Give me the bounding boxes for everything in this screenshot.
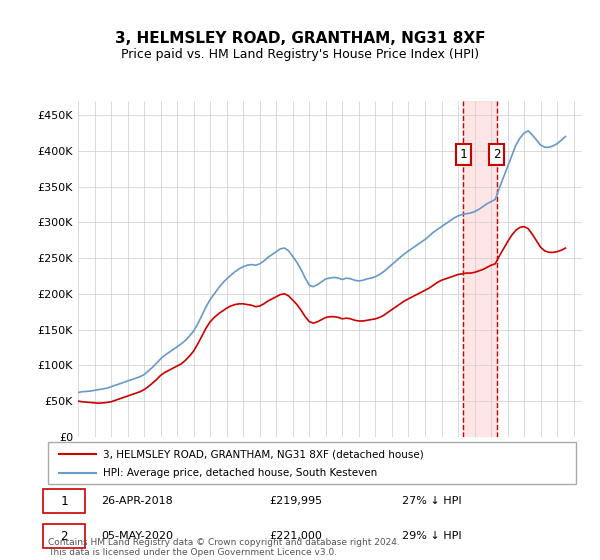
Text: 1: 1 xyxy=(460,148,467,161)
Text: £221,000: £221,000 xyxy=(270,531,323,542)
FancyBboxPatch shape xyxy=(48,442,576,484)
Text: Contains HM Land Registry data © Crown copyright and database right 2024.
This d: Contains HM Land Registry data © Crown c… xyxy=(48,538,400,557)
FancyBboxPatch shape xyxy=(43,524,85,548)
Text: 2: 2 xyxy=(493,148,500,161)
Text: 2: 2 xyxy=(60,530,68,543)
Text: Price paid vs. HM Land Registry's House Price Index (HPI): Price paid vs. HM Land Registry's House … xyxy=(121,48,479,60)
FancyBboxPatch shape xyxy=(43,489,85,514)
Bar xyxy=(463,101,497,437)
Text: 3, HELMSLEY ROAD, GRANTHAM, NG31 8XF (detached house): 3, HELMSLEY ROAD, GRANTHAM, NG31 8XF (de… xyxy=(103,449,424,459)
Text: 05-MAY-2020: 05-MAY-2020 xyxy=(101,531,173,542)
Text: £219,995: £219,995 xyxy=(270,496,323,506)
Text: 29% ↓ HPI: 29% ↓ HPI xyxy=(402,531,461,542)
Text: HPI: Average price, detached house, South Kesteven: HPI: Average price, detached house, Sout… xyxy=(103,468,377,478)
Text: 3, HELMSLEY ROAD, GRANTHAM, NG31 8XF: 3, HELMSLEY ROAD, GRANTHAM, NG31 8XF xyxy=(115,31,485,46)
Text: 26-APR-2018: 26-APR-2018 xyxy=(101,496,173,506)
Text: 1: 1 xyxy=(60,495,68,508)
Text: 27% ↓ HPI: 27% ↓ HPI xyxy=(402,496,461,506)
